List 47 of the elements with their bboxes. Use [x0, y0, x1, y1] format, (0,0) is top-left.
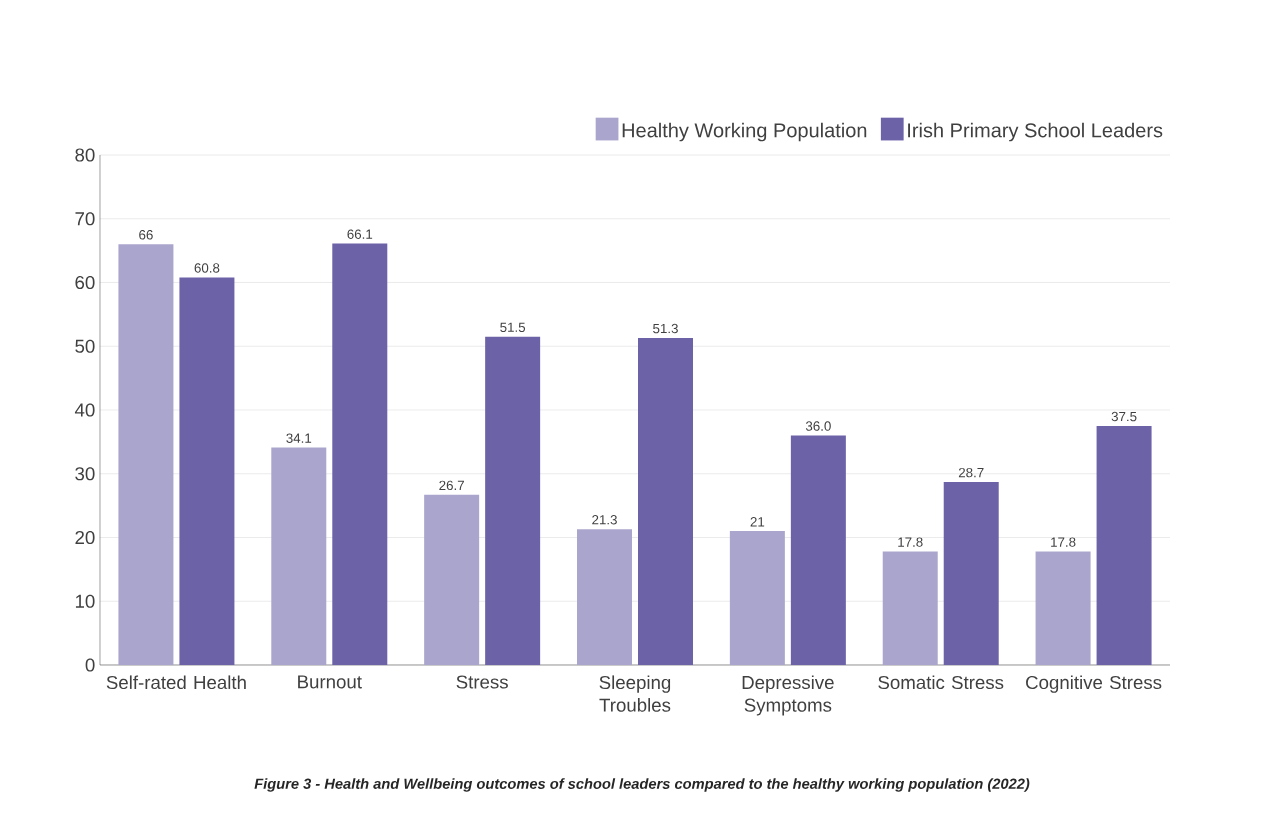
bar — [118, 244, 174, 665]
data-label: 28.7 — [958, 467, 984, 478]
bar — [424, 494, 480, 665]
data-label: 37.5 — [1111, 411, 1137, 422]
bar — [485, 336, 541, 665]
y-tick-label: 10 — [75, 594, 95, 608]
bar — [577, 529, 633, 665]
bar — [1035, 551, 1091, 665]
x-tick-label: Depressive Symptoms — [742, 675, 834, 716]
legend-label: Irish Primary School Leaders — [908, 122, 1163, 142]
y-tick-label: 70 — [75, 212, 95, 226]
bar — [179, 277, 235, 665]
bar — [790, 435, 846, 665]
y-tick-label: 20 — [75, 530, 95, 545]
bar — [882, 551, 938, 665]
x-tick-label: Stress — [456, 675, 508, 689]
bar — [729, 531, 785, 665]
data-label: 26.7 — [439, 480, 464, 491]
x-tick-label: Somatic Stress — [878, 675, 1004, 690]
y-tick-label: 40 — [74, 403, 95, 417]
data-label: 21.3 — [592, 515, 617, 525]
caption: Figure 3 - Health and Wellbeing outcomes of school leaders compared to the healthy working population (2022) — [254, 778, 1030, 792]
y-tick-label: 0 — [85, 658, 95, 672]
x-tick-label: Burnout — [298, 675, 362, 689]
bar — [638, 337, 694, 665]
bar — [943, 482, 999, 665]
data-label: 21 — [750, 517, 765, 527]
data-label: 34.1 — [286, 433, 312, 443]
data-label: 66.1 — [347, 229, 373, 239]
x-tick-label: Cognitive Stress — [1026, 675, 1162, 693]
y-tick-label: 60 — [75, 275, 95, 290]
data-label: 60.8 — [194, 263, 220, 273]
bar — [332, 243, 388, 665]
data-label: 66 — [139, 230, 153, 240]
bar — [271, 447, 327, 665]
bar — [1096, 425, 1152, 665]
legend-label: Healthy Working Population — [622, 122, 867, 142]
x-tick-label: Sleeping Troubles — [599, 675, 671, 712]
data-label: 17.8 — [898, 537, 923, 547]
y-tick-label: 50 — [75, 339, 95, 353]
data-label: 36.0 — [805, 421, 831, 431]
y-tick-label: 30 — [75, 467, 95, 481]
x-tick-label: Self-rated Health — [106, 675, 246, 690]
data-label: 17.8 — [1051, 537, 1076, 547]
y-tick-label: 80 — [75, 148, 95, 162]
data-label: 51.5 — [500, 322, 526, 332]
data-label: 51.3 — [653, 323, 678, 334]
